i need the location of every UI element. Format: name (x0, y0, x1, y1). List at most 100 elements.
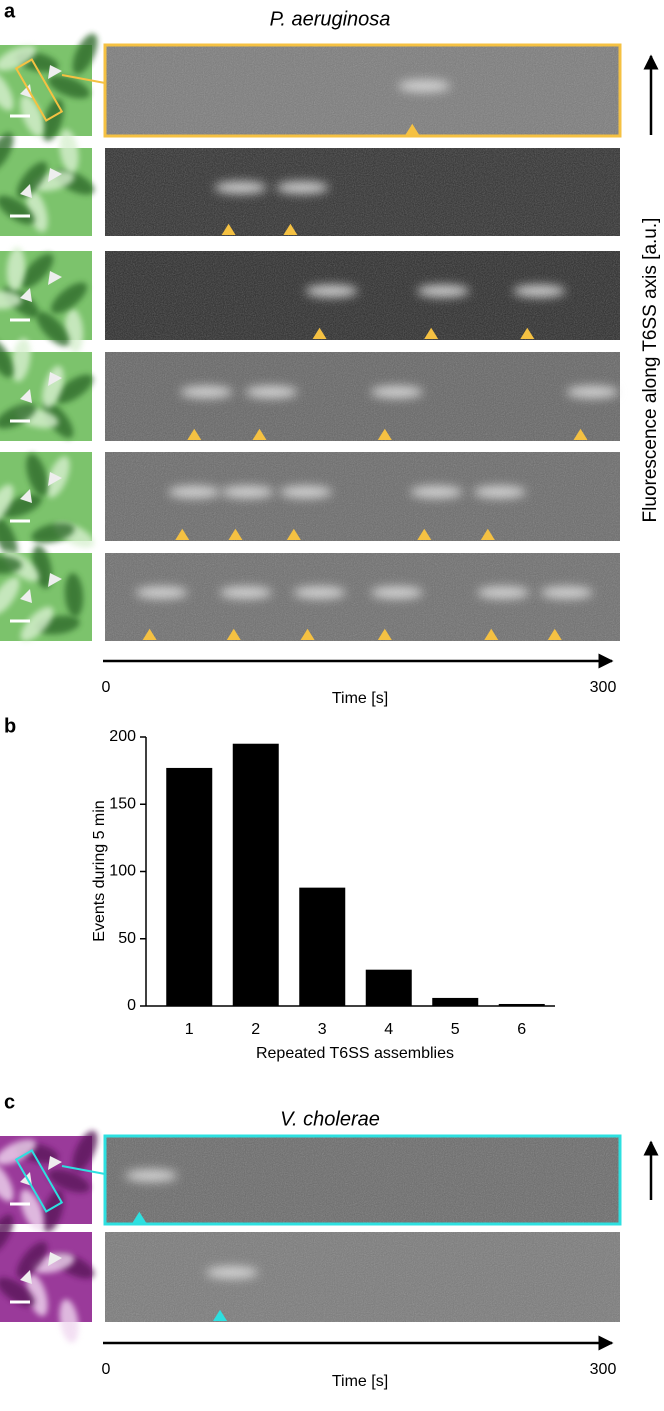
signal-streak (245, 386, 298, 399)
cell (72, 1130, 98, 1172)
bar (498, 1003, 545, 1006)
cell (20, 606, 54, 642)
cell (0, 71, 14, 111)
event-marker (377, 428, 392, 440)
signal-streak (566, 386, 619, 399)
y-axis-label: Events during 5 min (91, 800, 108, 941)
y-tick-label: 0 (127, 997, 136, 1014)
pointer (48, 1156, 62, 1170)
event-marker (221, 223, 236, 235)
kymograph-noise (105, 1136, 620, 1224)
cell (31, 522, 75, 544)
panel-title: V. cholerae (280, 1108, 380, 1130)
bar (166, 767, 213, 1006)
x-tick-label: 5 (451, 1021, 460, 1038)
signal-streak (214, 181, 267, 194)
cell (72, 33, 98, 75)
signal-streak (370, 586, 423, 599)
cell (0, 132, 14, 172)
signal-streak (513, 285, 566, 298)
event-marker (484, 628, 499, 640)
highlight-frame (103, 1134, 622, 1226)
y-tick-label: 100 (109, 863, 136, 880)
event-marker (175, 528, 190, 540)
bar (365, 969, 412, 1006)
signal-streak (206, 1266, 259, 1279)
y-tick-label: 50 (118, 930, 136, 947)
signal-streak (279, 486, 332, 499)
signal-streak (477, 586, 530, 599)
cell (55, 374, 93, 404)
time-start: 0 (102, 1361, 111, 1378)
bar (299, 887, 346, 1006)
event-marker (480, 528, 495, 540)
event-marker (300, 628, 315, 640)
event-marker (573, 428, 588, 440)
x-tick-label: 3 (318, 1021, 327, 1038)
pointer (48, 65, 62, 79)
cell (0, 1162, 14, 1202)
y-tick-label: 200 (109, 728, 136, 745)
connector (61, 74, 106, 84)
bar (232, 743, 279, 1006)
time-start: 0 (102, 679, 111, 696)
signal-streak (219, 586, 272, 599)
panel-label: a (4, 0, 16, 22)
x-tick-label: 2 (251, 1021, 260, 1038)
signal-streak (398, 79, 451, 92)
pointer (48, 372, 62, 386)
kymograph-noise (105, 45, 620, 136)
highlight-frame (103, 43, 622, 138)
kymograph-noise (105, 553, 620, 641)
cell (59, 1299, 79, 1343)
event-marker (417, 528, 432, 540)
bar (432, 997, 479, 1006)
event-marker (283, 223, 298, 235)
cell (64, 573, 84, 617)
cell (48, 75, 90, 99)
x-tick-label: 1 (185, 1021, 194, 1038)
cell (0, 403, 37, 429)
cell (0, 338, 14, 378)
event-marker (312, 327, 327, 339)
signal-streak (540, 586, 593, 599)
cell (0, 1277, 35, 1307)
event-marker (142, 628, 157, 640)
panel-label: c (4, 1091, 15, 1113)
cell (0, 1214, 14, 1254)
event-marker (377, 628, 392, 640)
event-marker (520, 327, 535, 339)
kymograph-noise (105, 148, 620, 236)
event-marker (547, 628, 562, 640)
cell (0, 516, 18, 558)
signal-streak (370, 386, 423, 399)
event-marker (286, 528, 301, 540)
y-axis-label: Fluorescence along T6SS axis [a.u.] (640, 218, 661, 523)
cell (16, 1241, 48, 1279)
signal-streak (276, 181, 329, 194)
signal-streak (221, 486, 274, 499)
pointer (20, 489, 32, 503)
signal-streak (305, 285, 358, 298)
event-marker (213, 1309, 228, 1321)
event-marker (187, 428, 202, 440)
cell (20, 253, 54, 289)
cell (48, 1169, 90, 1193)
pointer (48, 573, 62, 587)
pointer (20, 84, 32, 98)
cell (26, 453, 48, 497)
time-end: 300 (590, 1361, 617, 1378)
pointer (20, 589, 32, 603)
pointer (20, 389, 32, 403)
signal-streak (473, 486, 526, 499)
panel-title: P. aeruginosa (270, 8, 391, 30)
time-end: 300 (590, 679, 617, 696)
cell (50, 282, 88, 314)
kymograph-noise (105, 1232, 620, 1322)
cell (64, 309, 84, 353)
x-tick-label: 4 (384, 1021, 393, 1038)
cell (6, 247, 26, 291)
cell (11, 338, 31, 382)
panel-label: b (4, 715, 16, 737)
signal-streak (180, 386, 233, 399)
